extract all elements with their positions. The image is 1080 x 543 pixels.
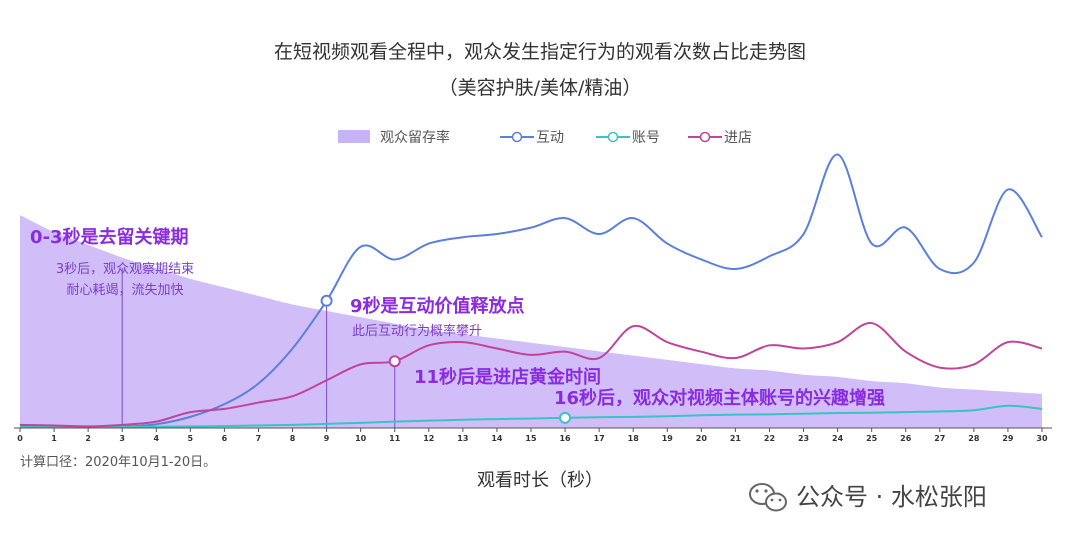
x-tick-label: 1: [51, 434, 57, 443]
x-tick-label: 18: [628, 434, 640, 443]
wechat-icon: [749, 483, 787, 512]
x-tick-label: 0: [17, 434, 23, 443]
x-tick-label: 12: [423, 434, 434, 443]
x-axis-title: 观看时长（秒）: [477, 470, 603, 491]
annotation-interaction-title: 9秒是互动价值释放点: [350, 295, 525, 317]
legend-marker-interaction: [511, 131, 523, 143]
annotation-lines-layer: [121, 268, 396, 428]
x-tick-label: 27: [934, 434, 945, 443]
x-tick-label: 6: [222, 434, 228, 443]
legend-label-retention: 观众留存率: [380, 129, 450, 146]
x-tick-label: 16: [559, 434, 571, 443]
series-line-1: [19, 153, 1043, 429]
retention-area: [20, 215, 1042, 428]
legend-swatch-retention: [338, 130, 370, 143]
x-tick-label: 26: [900, 434, 912, 443]
x-tick-label: 25: [866, 434, 878, 443]
annotation-key-period-title: 0-3秒是去留关键期: [30, 226, 189, 248]
legend-marker-store: [699, 131, 711, 143]
watermark: 公众号 · 水松张阳: [749, 483, 987, 512]
x-tick-label: 28: [968, 434, 980, 443]
series-line-3: [19, 322, 1043, 428]
highlight-point: [320, 294, 333, 307]
annotation-account-title: 16秒后，观众对视频主体账号的兴趣增强: [554, 387, 885, 409]
series-line-2: [19, 404, 1043, 429]
annotation-key-period-line1: 3秒后，观众观察期结束: [56, 262, 194, 277]
legend-marker-account: [607, 131, 619, 143]
x-tick-label: 8: [290, 434, 296, 443]
x-tick-label: 13: [457, 434, 468, 443]
x-tick-label: 22: [764, 434, 775, 443]
x-tick-label: 21: [730, 434, 742, 443]
legend: 观众留存率 互动 账号 进店: [338, 129, 752, 146]
x-tick-label: 29: [1002, 434, 1014, 443]
highlight-point: [559, 411, 572, 424]
annotation-store-title: 11秒后是进店黄金时间: [414, 366, 601, 388]
series-lines-layer: [19, 153, 1043, 429]
x-tick-label: 24: [832, 434, 844, 443]
x-tick-label: 30: [1036, 434, 1048, 443]
highlight-point: [388, 355, 401, 368]
x-tick-label: 7: [256, 434, 262, 443]
legend-label-store: 进店: [724, 130, 752, 146]
x-tick-label: 5: [188, 434, 194, 443]
legend-label-account: 账号: [632, 130, 660, 146]
annotation-interaction-line1: 此后互动行为概率攀升: [352, 323, 482, 339]
x-tick-label: 19: [662, 434, 674, 443]
legend-label-interaction: 互动: [536, 130, 564, 146]
chart-subtitle: （美容护肤/美体/精油）: [439, 77, 642, 99]
x-tick-label: 4: [153, 434, 159, 443]
x-tick-label: 9: [324, 434, 330, 443]
x-tick-label: 17: [594, 434, 605, 443]
x-axis: 0 1 2 3 4 5 6 7 8 9 10 11 12 13 14 15 16 17 18 19 20 21 22 23 24…: [14, 427, 1052, 443]
footnote: 计算口径：2020年10月1-20日。: [20, 455, 216, 470]
x-tick-label: 10: [355, 434, 367, 443]
retention-area-layer: [20, 215, 1042, 428]
chart-title: 在短视频观看全程中，观众发生指定行为的观看次数占比走势图: [274, 41, 806, 63]
x-tick-label: 15: [525, 434, 537, 443]
x-tick-label: 23: [798, 434, 809, 443]
highlight-points-layer: [320, 294, 572, 424]
x-tick-label: 20: [696, 434, 708, 443]
x-tick-label: 2: [85, 434, 91, 443]
annotation-key-period-line2: 耐心耗竭，流失加快: [66, 283, 183, 298]
x-tick-label: 3: [119, 434, 125, 443]
watermark-text: 公众号 · 水松张阳: [796, 483, 987, 511]
x-tick-label: 11: [389, 434, 401, 443]
x-tick-label: 14: [491, 434, 503, 443]
